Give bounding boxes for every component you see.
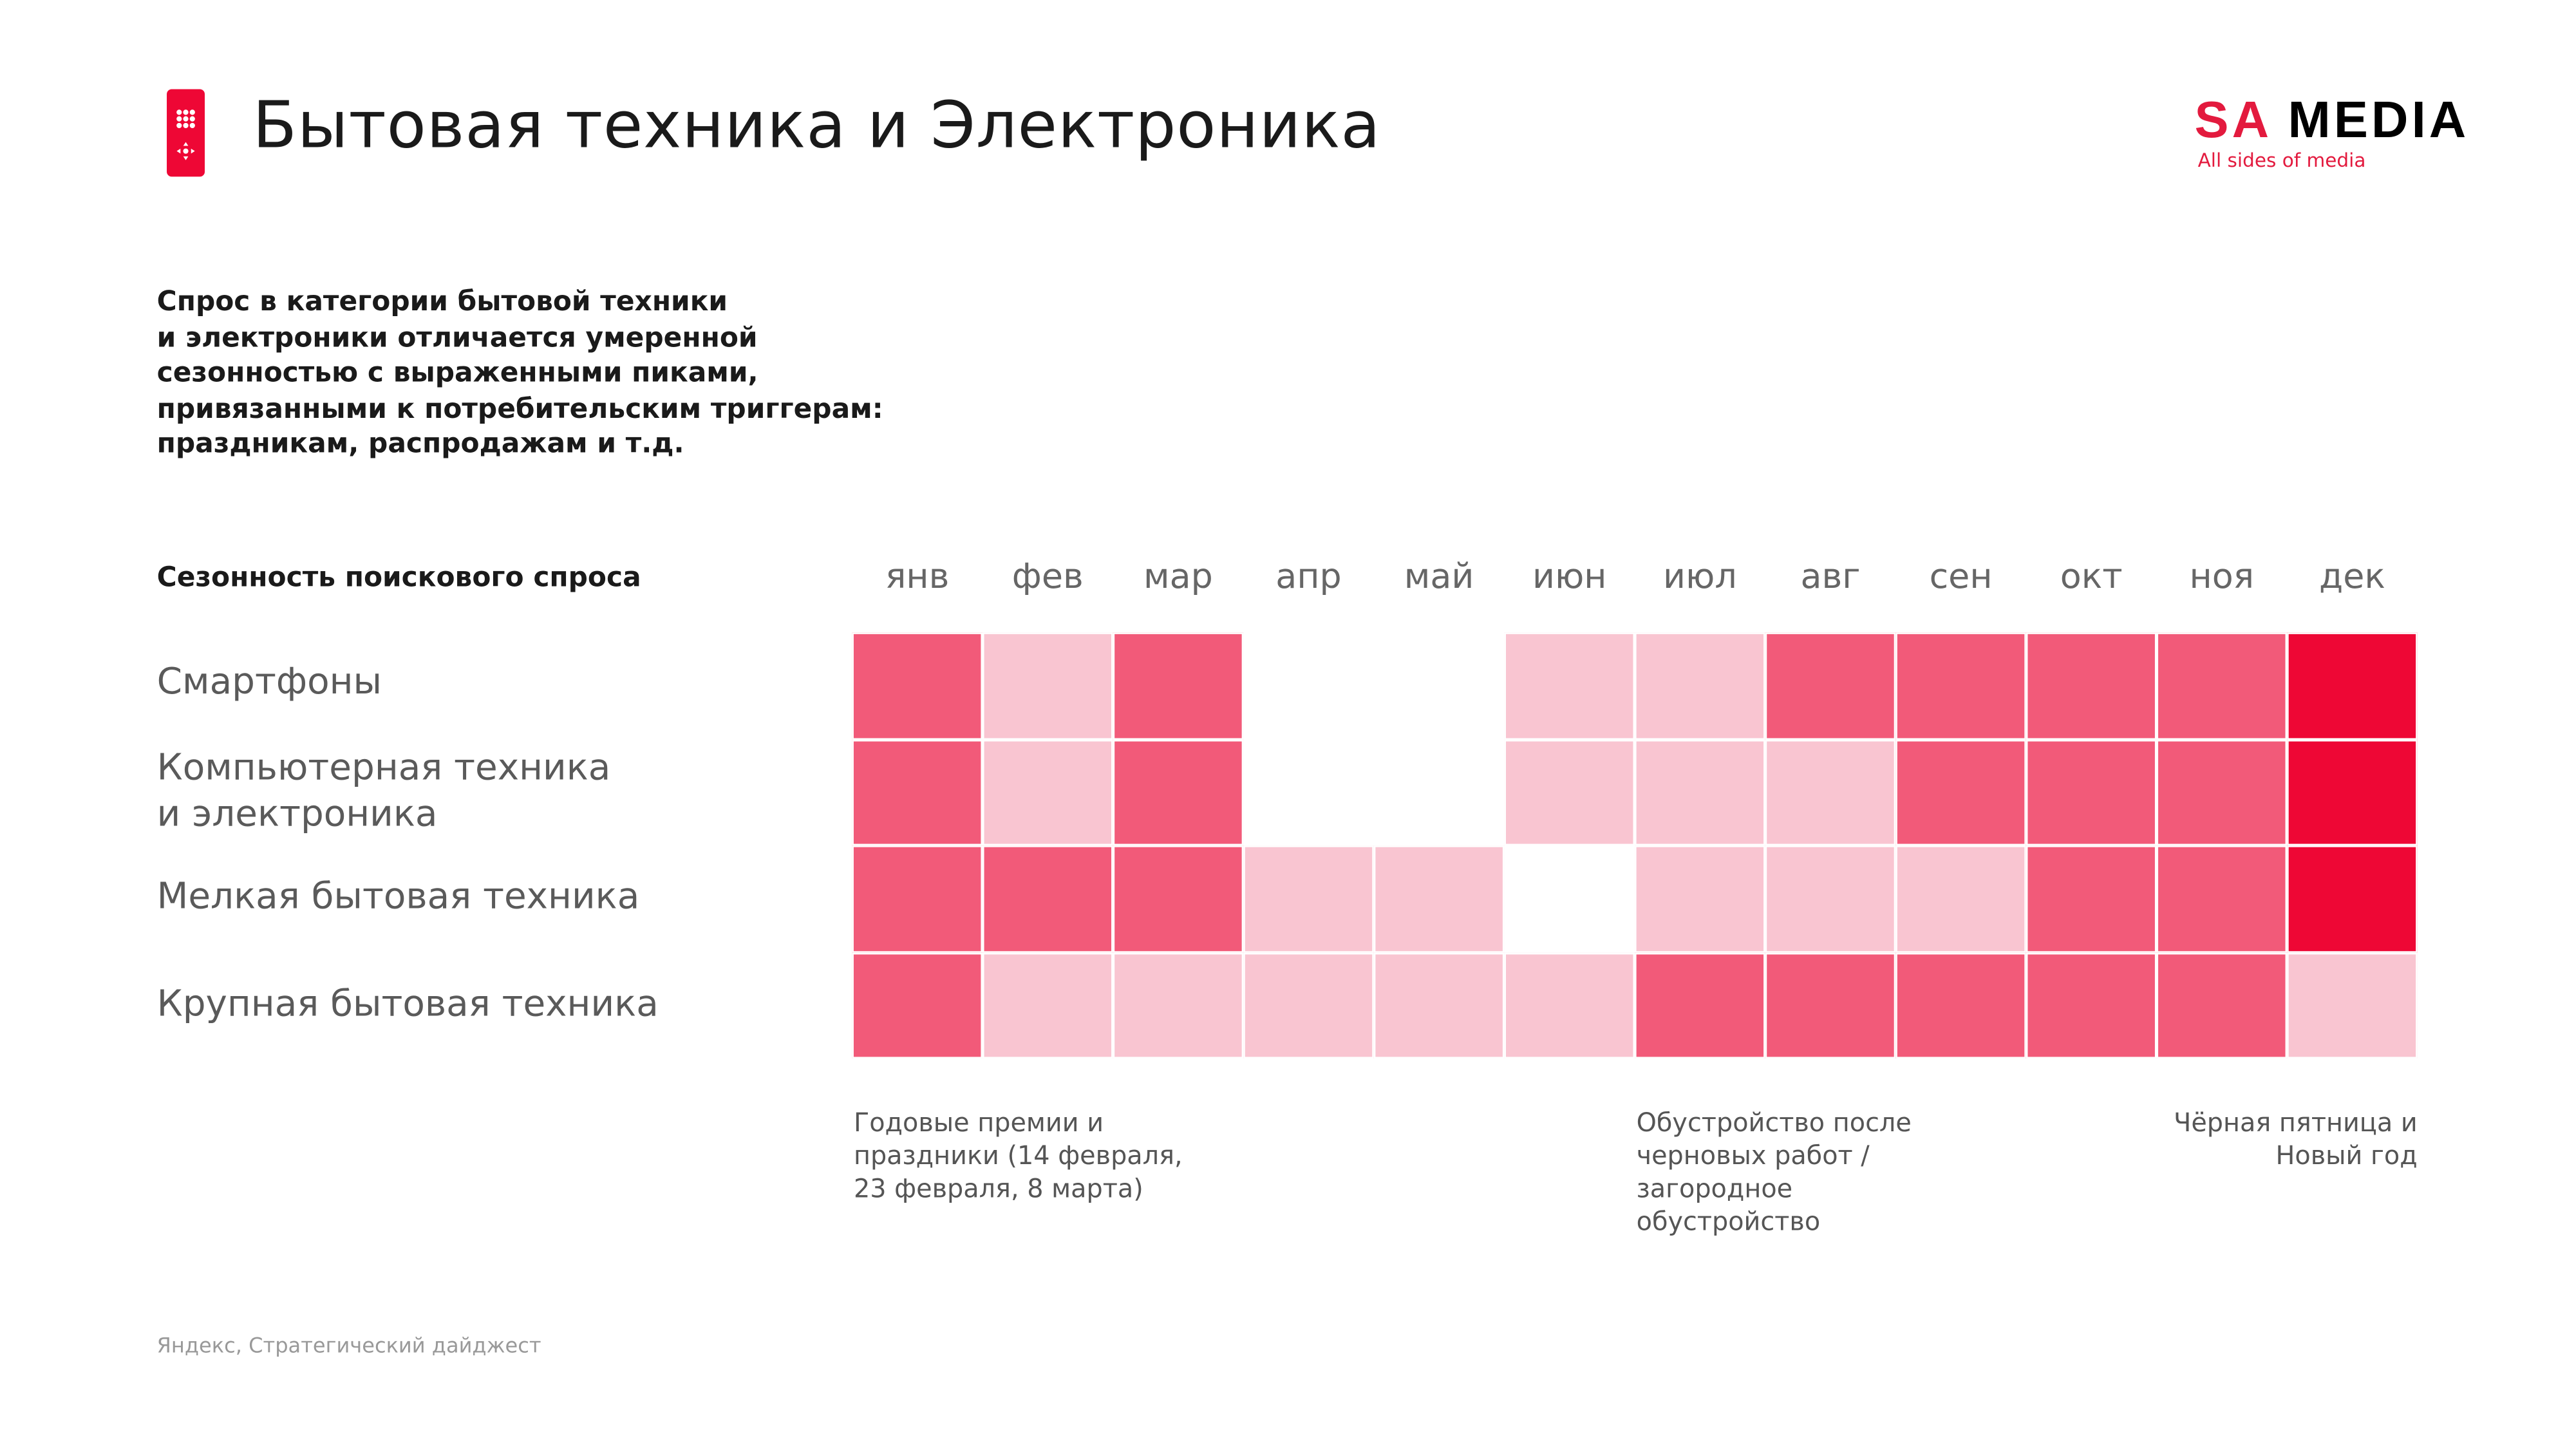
heatmap-cell (1504, 739, 1635, 846)
annotation-line: 23 февраля, 8 марта) (853, 1174, 1143, 1204)
month-label: фев (1011, 556, 1084, 596)
row-label: Мелкая бытовая техника (157, 875, 640, 921)
logo-sa: SA (2194, 91, 2271, 149)
annotation-line: обустройство (1636, 1207, 1821, 1237)
annotation-line: черновых работ / (1636, 1141, 1870, 1171)
row-label-line: и электроника (156, 794, 438, 836)
heatmap-cell (1895, 632, 2026, 739)
heatmap-cell (1113, 845, 1244, 952)
heatmap-cell (2287, 632, 2418, 739)
heatmap-cell (852, 739, 982, 846)
row-label-line: Крупная бытовая техника (156, 984, 659, 1026)
annotation-line: Новый год (2275, 1141, 2418, 1171)
annotation: Годовые премии и праздники (14 февраля, 23… (854, 1106, 1183, 1205)
source-note: Яндекс, Стратегический дайджест (156, 1332, 541, 1358)
annotation-line: загородное (1636, 1174, 1793, 1204)
heatmap-cell (1765, 845, 1896, 952)
intro-text: Спрос в категории бытовой техники и элек… (157, 284, 1016, 462)
heatmap-cell (1635, 739, 1765, 846)
intro-line: привязанными к потребительским триггерам… (156, 392, 883, 424)
heatmap-cell (852, 845, 982, 952)
heatmap-cell (1635, 845, 1765, 952)
heatmap-cell (1373, 952, 1505, 1059)
intro-line: Спрос в категории бытовой техники (156, 285, 728, 317)
row-label: Смартфоны (157, 661, 382, 707)
heatmap-cell (2156, 632, 2288, 739)
page-title: Бытовая техника и Электроника (252, 89, 1381, 164)
heatmap-cell (1243, 845, 1374, 952)
heatmap-cell (1373, 632, 1505, 739)
sa-media-logo: SA MEDIA (2194, 91, 2469, 150)
month-label: окт (2060, 556, 2123, 596)
heatmap-cell (982, 845, 1113, 952)
month-label: июл (1662, 556, 1737, 596)
heatmap-cell (1243, 739, 1374, 846)
heatmap-cell (1504, 952, 1635, 1059)
heatmap-cell (852, 952, 982, 1059)
annotation: Обустройство после черновых работ / загоро… (1637, 1106, 1912, 1238)
heatmap-cell (2287, 845, 2418, 952)
heatmap-cell (1113, 632, 1244, 739)
heatmap-cell (2026, 739, 2157, 846)
heatmap-cell (1895, 739, 2026, 846)
annotation-line: Чёрная пятница и (2174, 1107, 2418, 1138)
row-label-line: Компьютерная техника (156, 748, 611, 789)
intro-line: сезонностью с выраженными пиками, (156, 356, 758, 388)
remote-control-icon (167, 89, 205, 177)
row-label: Компьютерная техника и электроника (157, 746, 611, 839)
heatmap-cell (1243, 632, 1374, 739)
annotation-line: Обустройство после (1636, 1107, 1912, 1138)
row-label-line: Смартфоны (156, 662, 382, 704)
heatmap-cell (1504, 632, 1635, 739)
heatmap-cell (1113, 952, 1244, 1059)
month-label: авг (1800, 556, 1861, 596)
row-label-line: Мелкая бытовая техника (156, 876, 640, 918)
row-label: Крупная бытовая техника (157, 983, 659, 1029)
heatmap-cell (2287, 952, 2418, 1059)
heatmap-cell (2287, 739, 2418, 846)
heatmap-cell (2026, 952, 2157, 1059)
heatmap-cell (1373, 845, 1505, 952)
heatmap-cell (852, 632, 982, 739)
month-label: янв (885, 556, 950, 596)
month-label: ноя (2189, 556, 2255, 596)
heatmap-cell (1765, 952, 1896, 1059)
heatmap-cell (1635, 952, 1765, 1059)
heatmap-title: Сезонность поискового спроса (156, 561, 641, 593)
intro-line: и электроники отличается умеренной (156, 321, 758, 353)
heatmap-cell (1243, 952, 1374, 1059)
heatmap-cell (982, 739, 1113, 846)
heatmap-cell (1504, 845, 1635, 952)
heatmap-cell (2026, 845, 2157, 952)
heatmap-cell (982, 952, 1113, 1059)
month-label: май (1404, 556, 1474, 596)
month-label: мар (1143, 556, 1213, 596)
annotation-line: Годовые премии и (853, 1107, 1104, 1138)
month-label: июн (1532, 556, 1607, 596)
heatmap-cell (1765, 739, 1896, 846)
heatmap-cell (1373, 739, 1505, 846)
heatmap-cell (1765, 632, 1896, 739)
month-label: дек (2318, 556, 2385, 596)
intro-line: праздникам, распродажам и т.д. (156, 428, 684, 459)
heatmap-cell (2156, 952, 2288, 1059)
heatmap-cell (1635, 632, 1765, 739)
heatmap-cell (1895, 845, 2026, 952)
heatmap-cell (2026, 632, 2157, 739)
heatmap-cell (2156, 845, 2288, 952)
heatmap-cell (2156, 739, 2288, 846)
logo-media: MEDIA (2288, 91, 2470, 149)
heatmap-cell (1895, 952, 2026, 1059)
heatmap-cell (1113, 739, 1244, 846)
annotation-line: праздники (14 февраля, (853, 1141, 1183, 1171)
logo-tagline: All sides of media (2197, 148, 2366, 172)
annotation: Чёрная пятница и Новый год (1922, 1106, 2418, 1172)
month-label: сен (1929, 556, 1993, 596)
heatmap-cell (982, 632, 1113, 739)
month-label: апр (1275, 556, 1342, 596)
